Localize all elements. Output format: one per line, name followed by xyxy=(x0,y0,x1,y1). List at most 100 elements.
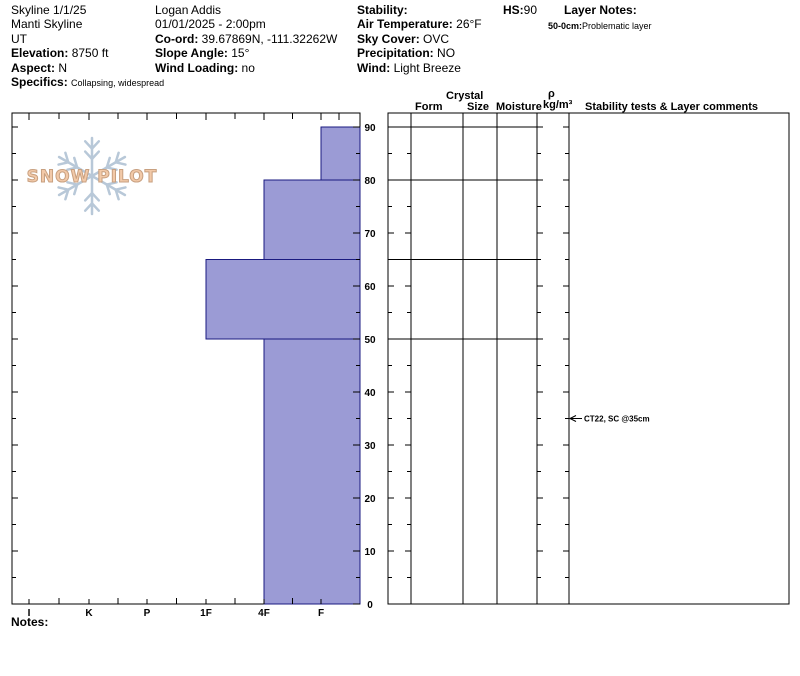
height-tick-label: 20 xyxy=(364,494,376,505)
snowflake-branch xyxy=(57,161,70,166)
size-header: Size xyxy=(467,101,490,113)
snowflake-branch xyxy=(83,140,94,150)
snowflake-branch xyxy=(64,188,70,201)
hardness-tick-label: I xyxy=(28,608,31,619)
hardness-tick-label: 4F xyxy=(258,608,270,619)
air-temp-row: Air Temperature: 26°F xyxy=(357,17,482,31)
snowflake-branch xyxy=(90,202,101,212)
snowflake-branch xyxy=(114,151,120,164)
snowflake-branch xyxy=(73,156,79,169)
wind-value: Light Breeze xyxy=(393,61,461,75)
coord-value: 39.67869N, -111.32262W xyxy=(201,32,338,46)
height-tick-label: 40 xyxy=(364,388,376,399)
elevation-label: Elevation: xyxy=(11,46,69,60)
snowflake-branch xyxy=(73,183,79,196)
precip-label: Precipitation: xyxy=(357,46,434,60)
wind-loading-row: Wind Loading: no xyxy=(155,61,255,75)
density-unit-header: kg/m³ xyxy=(543,99,573,111)
hardness-layers xyxy=(205,126,361,605)
hs-row: HS:90 xyxy=(503,3,537,17)
snowflake-branch xyxy=(105,181,118,186)
height-tick-label: 30 xyxy=(364,441,376,452)
slope-label: Slope Angle: xyxy=(155,46,228,60)
snowflake-branch xyxy=(83,202,94,212)
moisture-header: Moisture xyxy=(496,101,542,113)
aspect-label: Aspect: xyxy=(11,61,56,75)
observer-name: Logan Addis xyxy=(155,3,222,17)
slope-row: Slope Angle: 15° xyxy=(155,46,249,60)
site-name: Skyline 1/1/25 xyxy=(11,3,87,17)
snowflake-branch xyxy=(83,191,94,202)
coord-label: Co-ord: xyxy=(155,32,199,46)
snowflake-branch xyxy=(57,186,70,191)
snowflake-arm xyxy=(90,155,127,178)
snowflake-branch xyxy=(66,181,79,186)
snowflake-branch xyxy=(105,156,111,169)
snowflake-branch xyxy=(114,161,127,166)
hardness-tick-label: 1F xyxy=(200,608,212,619)
wind-row: Wind: Light Breeze xyxy=(357,61,461,75)
table-layer-rows xyxy=(388,126,537,340)
height-axis: 0 10 20 30 40 50 60 70 80 90 xyxy=(12,123,376,611)
snowflake-branch xyxy=(90,191,101,202)
sky-cover-value: OVC xyxy=(423,32,450,46)
precip-row: Precipitation: NO xyxy=(357,46,455,60)
hardness-layer-bar xyxy=(205,259,361,340)
aspect-value: N xyxy=(58,61,68,75)
snowflake-arm xyxy=(90,174,127,197)
snowflake-icon xyxy=(57,136,127,216)
height-tick-label: 0 xyxy=(367,600,373,611)
snowflake-branch xyxy=(90,140,101,150)
snowpilot-logo: SNOW PILOT xyxy=(26,136,158,216)
snowflake-arm xyxy=(57,155,94,178)
height-tick-label: 10 xyxy=(364,547,376,558)
specifics-row: Specifics: Collapsing, widespread xyxy=(11,75,169,89)
stability-tests-header: Stability tests & Layer comments xyxy=(585,101,759,113)
stability-label: Stability: xyxy=(357,3,408,17)
snowflake-branch xyxy=(105,166,118,171)
range-name: Manti Skyline xyxy=(11,17,83,31)
hardness-layer-bar xyxy=(263,338,361,605)
hardness-layer-bar xyxy=(320,126,361,181)
observation-datetime: 01/01/2025 - 2:00pm xyxy=(155,17,266,31)
layer-note-depth: 50-0cm: xyxy=(548,21,583,31)
snowflake-branch xyxy=(64,151,70,164)
snowflake-branch xyxy=(105,183,111,196)
height-tick-label: 80 xyxy=(364,176,376,187)
sky-cover-label: Sky Cover: xyxy=(357,32,420,46)
crystal-header: Crystal xyxy=(446,90,484,102)
stability-row: Stability: xyxy=(357,3,408,17)
hs-value: 90 xyxy=(523,3,538,17)
layer-notes-label: Layer Notes: xyxy=(564,3,637,17)
air-temp-label: Air Temperature: xyxy=(357,17,453,31)
height-tick-label: 50 xyxy=(364,335,376,346)
precip-value: NO xyxy=(437,46,456,60)
hardness-axis: I K P 1F 4F F xyxy=(28,599,324,619)
form-header: Form xyxy=(415,101,443,113)
height-tick-label: 70 xyxy=(364,229,376,240)
layer-note-row: 50-0cm:Problematic layer xyxy=(548,18,652,32)
table-depth-ticks xyxy=(388,126,569,605)
snowflake-branch xyxy=(114,188,120,201)
sky-cover-row: Sky Cover: OVC xyxy=(357,32,449,46)
hardness-top-ticks xyxy=(28,113,340,604)
snowflake-branch xyxy=(90,150,101,161)
specifics-label: Specifics: xyxy=(11,75,68,89)
coord-row: Co-ord: 39.67869N, -111.32262W xyxy=(155,32,337,46)
air-temp-value: 26°F xyxy=(456,17,482,31)
layer-table-frame xyxy=(387,112,790,605)
stability-test-arrowhead xyxy=(568,415,577,422)
snowflake-branch xyxy=(66,166,79,171)
height-tick-label: 60 xyxy=(364,282,376,293)
state-name: UT xyxy=(11,32,27,46)
stability-test-comment: CT22, SC @35cm xyxy=(584,415,650,424)
hardness-layer-bar xyxy=(263,179,361,260)
elevation-row: Elevation: 8750 ft xyxy=(11,46,108,60)
snowpilot-logo-text: SNOW PILOT xyxy=(27,167,158,187)
snowflake-arm xyxy=(57,174,94,197)
snowflake-branch xyxy=(114,186,127,191)
wind-loading-value: no xyxy=(241,61,255,75)
elevation-value: 8750 ft xyxy=(71,46,109,60)
hardness-tick-label: K xyxy=(85,608,93,619)
